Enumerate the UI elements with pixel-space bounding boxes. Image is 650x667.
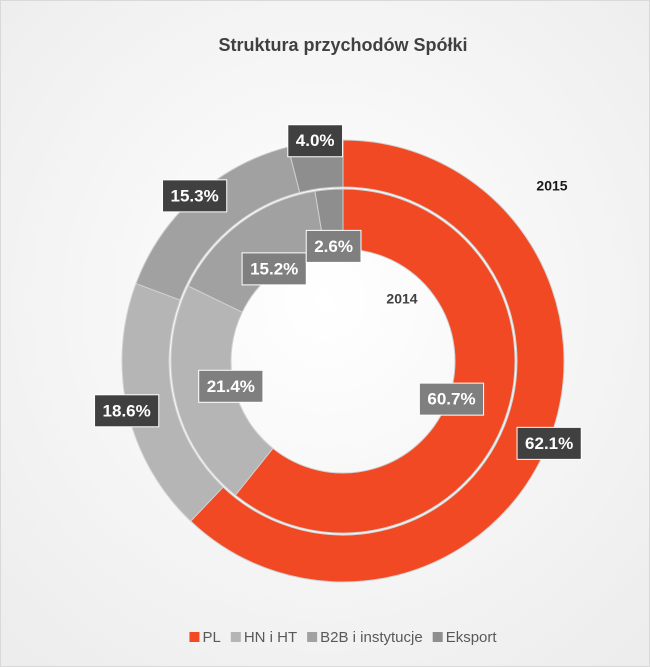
donut-slice: [189, 139, 565, 583]
ring-label: 2015: [536, 178, 567, 194]
data-label-box: [94, 394, 160, 428]
donut-slice: [234, 188, 516, 534]
data-label-box: [241, 252, 307, 286]
legend: PL HN i HT B2B i instytucje Eksport: [189, 629, 497, 646]
data-label: 18.6%: [103, 401, 151, 420]
legend-label: B2B i instytucje: [320, 629, 423, 646]
data-label-box: [418, 382, 485, 416]
data-label: 15.3%: [171, 186, 219, 205]
data-label: 62.1%: [525, 434, 573, 453]
data-labels: 62.1% 18.6% 15.3% 4.0% 2015 60.7% 21.4% 15.2% 2.…: [94, 124, 582, 460]
legend-swatch: [307, 632, 318, 642]
data-label: 21.4%: [207, 377, 255, 396]
data-label-box: [305, 229, 362, 263]
data-label-box: [516, 426, 582, 460]
data-label: 60.7%: [427, 390, 475, 409]
data-label: 2.6%: [314, 237, 353, 256]
data-label-box: [198, 369, 264, 403]
legend-label: Eksport: [446, 629, 498, 646]
rings: [121, 139, 565, 583]
chart-title: Struktura przychodów Spółki: [218, 35, 467, 55]
ring-label: 2014: [386, 291, 417, 307]
data-label-box: [162, 179, 228, 213]
data-label-box: [287, 124, 344, 158]
legend-swatch: [189, 632, 200, 642]
data-label: 15.2%: [250, 259, 298, 278]
legend-label: HN i HT: [244, 629, 297, 646]
legend-swatch: [230, 632, 241, 642]
legend-swatch: [432, 632, 443, 642]
legend-label: PL: [202, 629, 220, 646]
data-label: 4.0%: [296, 131, 335, 150]
